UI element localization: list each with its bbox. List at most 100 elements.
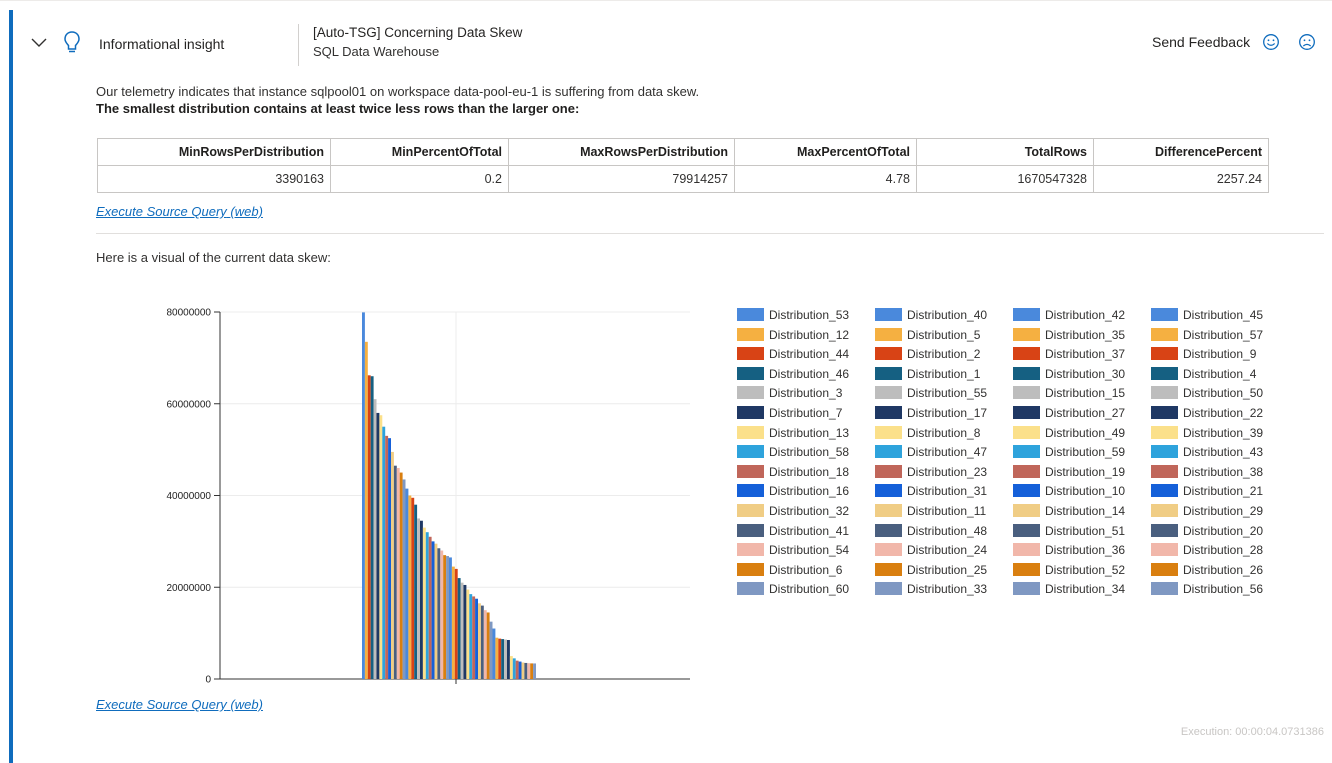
legend-swatch bbox=[875, 523, 902, 537]
legend-label: Distribution_43 bbox=[1183, 445, 1264, 460]
legend-item: Distribution_48 bbox=[875, 523, 1015, 539]
legend-label: Distribution_1 bbox=[907, 366, 981, 381]
data-skew-chart: 0 20000000 40000000 60000000 80000000 bbox=[167, 308, 690, 686]
legend-item: Distribution_3 bbox=[737, 385, 877, 401]
legend-swatch bbox=[1151, 347, 1178, 361]
smiley-icon[interactable] bbox=[1262, 33, 1280, 51]
legend-swatch bbox=[1013, 484, 1040, 498]
chart-bar bbox=[530, 663, 534, 679]
chart-bar bbox=[515, 660, 519, 679]
chart-bar bbox=[527, 663, 531, 679]
execute-source-query-text[interactable]: Execute Source Query bbox=[96, 204, 227, 219]
legend-item: Distribution_21 bbox=[1151, 483, 1291, 499]
chart-bar bbox=[466, 589, 470, 679]
legend-swatch bbox=[875, 464, 902, 478]
insight-type-label: Informational insight bbox=[99, 36, 225, 52]
legend-label: Distribution_33 bbox=[907, 582, 988, 597]
legend-item: Distribution_14 bbox=[1013, 503, 1153, 519]
table-cell: 3390163 bbox=[97, 165, 331, 193]
legend-label: Distribution_38 bbox=[1183, 464, 1264, 479]
chart-bar bbox=[451, 566, 455, 679]
legend-label: Distribution_14 bbox=[1045, 504, 1126, 518]
legend-label: Distribution_32 bbox=[769, 504, 850, 518]
table-cell: 1670547328 bbox=[916, 165, 1094, 193]
legend-swatch bbox=[1013, 562, 1040, 576]
skew-stats-table: MinRowsPerDistribution MinPercentOfTotal… bbox=[97, 138, 1269, 193]
chart-bar bbox=[463, 584, 467, 679]
web-link-suffix[interactable]: (web) bbox=[230, 204, 263, 219]
legend-swatch bbox=[1013, 543, 1040, 557]
legend-swatch bbox=[737, 504, 764, 517]
legend-item: Distribution_43 bbox=[1151, 444, 1291, 460]
chart-bar bbox=[512, 658, 516, 679]
chart-bar bbox=[509, 656, 513, 679]
legend-item: Distribution_8 bbox=[875, 425, 1015, 441]
legend-swatch bbox=[1013, 582, 1040, 596]
legend-swatch bbox=[1013, 425, 1040, 439]
legend-item: Distribution_46 bbox=[737, 366, 877, 382]
legend-swatch bbox=[737, 386, 764, 400]
table-cell: 4.78 bbox=[734, 165, 917, 193]
legend-swatch bbox=[1151, 504, 1178, 517]
web-link-suffix[interactable]: (web) bbox=[230, 697, 263, 712]
chart-bar bbox=[454, 568, 458, 679]
table-header-row: MinRowsPerDistribution MinPercentOfTotal… bbox=[97, 138, 1269, 166]
skew-summary: The smallest distribution contains at le… bbox=[96, 101, 580, 116]
legend-label: Distribution_57 bbox=[1183, 327, 1264, 342]
legend-item: Distribution_12 bbox=[737, 327, 877, 343]
legend-label: Distribution_56 bbox=[1183, 582, 1264, 597]
chart-bar bbox=[501, 639, 505, 679]
chart-bar bbox=[483, 610, 487, 679]
legend-item: Distribution_19 bbox=[1013, 464, 1153, 480]
legend-item: Distribution_22 bbox=[1151, 405, 1291, 421]
chart-bar bbox=[422, 527, 426, 679]
legend-swatch bbox=[737, 347, 764, 361]
legend-label: Distribution_35 bbox=[1045, 327, 1126, 342]
insight-title: [Auto-TSG] Concerning Data Skew bbox=[313, 25, 523, 40]
column-header: TotalRows bbox=[916, 138, 1094, 166]
chart-bar bbox=[408, 495, 412, 679]
legend-label: Distribution_29 bbox=[1183, 504, 1264, 518]
legend-item: Distribution_45 bbox=[1151, 307, 1291, 323]
legend-label: Distribution_2 bbox=[907, 347, 981, 362]
frown-icon[interactable] bbox=[1298, 33, 1316, 51]
legend-label: Distribution_22 bbox=[1183, 406, 1264, 420]
chart-bar bbox=[504, 639, 507, 679]
legend-item: Distribution_47 bbox=[875, 444, 1015, 460]
chart-bar bbox=[480, 605, 484, 679]
top-border bbox=[0, 0, 1332, 1]
chart-bar bbox=[399, 472, 403, 679]
legend-label: Distribution_48 bbox=[907, 523, 988, 538]
chart-bar bbox=[492, 628, 496, 679]
legend-label: Distribution_55 bbox=[907, 386, 988, 401]
legend-swatch bbox=[875, 484, 902, 498]
legend-swatch bbox=[875, 425, 902, 439]
chart-bar bbox=[443, 555, 447, 679]
execute-source-query-link-bottom[interactable]: Execute Source Query (web) bbox=[96, 697, 263, 712]
legend-label: Distribution_50 bbox=[1183, 386, 1264, 401]
header-separator bbox=[298, 24, 299, 66]
legend-item: Distribution_1 bbox=[875, 366, 1015, 382]
legend-item: Distribution_18 bbox=[737, 464, 877, 480]
legend-item: Distribution_52 bbox=[1013, 562, 1153, 578]
chevron-down-icon[interactable] bbox=[30, 36, 48, 50]
execute-source-query-text[interactable]: Execute Source Query bbox=[96, 697, 227, 712]
execute-source-query-link[interactable]: Execute Source Query (web) bbox=[96, 204, 263, 219]
legend-item: Distribution_57 bbox=[1151, 327, 1291, 343]
legend-label: Distribution_27 bbox=[1045, 406, 1126, 420]
legend-swatch bbox=[875, 562, 902, 576]
insight-subtitle: SQL Data Warehouse bbox=[313, 44, 440, 59]
table-cell: 0.2 bbox=[330, 165, 509, 193]
visual-intro: Here is a visual of the current data ske… bbox=[96, 250, 331, 265]
chart-bar bbox=[533, 663, 536, 679]
legend-swatch bbox=[1013, 406, 1040, 419]
chart-bar bbox=[472, 596, 476, 679]
chart-bar bbox=[518, 661, 522, 679]
chart-bar bbox=[414, 504, 418, 679]
legend-swatch bbox=[1013, 523, 1040, 537]
table-cell: 79914257 bbox=[508, 165, 735, 193]
chart-bar bbox=[524, 662, 528, 679]
legend-swatch bbox=[1151, 464, 1178, 478]
insight-header: Informational insight [Auto-TSG] Concern… bbox=[0, 0, 1332, 70]
legend-label: Distribution_26 bbox=[1183, 562, 1264, 577]
